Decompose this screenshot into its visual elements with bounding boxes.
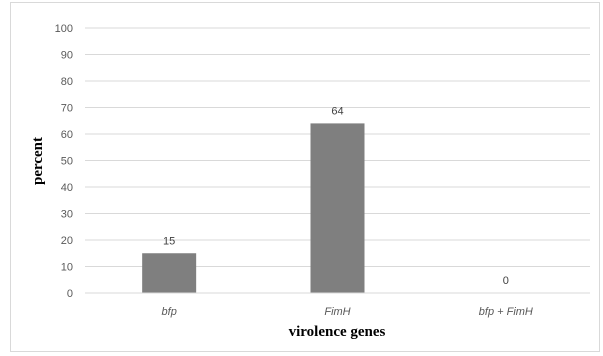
data-label: 64 [331, 105, 343, 117]
y-tick-label: 0 [67, 288, 73, 300]
bar [142, 253, 197, 293]
x-tick-label: FimH [324, 306, 350, 318]
chart-frame [10, 2, 600, 352]
x-axis-title: virolence genes [289, 324, 386, 340]
y-tick-label: 20 [61, 235, 73, 247]
data-labels: 15 64 0 [163, 105, 509, 287]
bar [310, 123, 365, 294]
data-label: 0 [503, 275, 509, 287]
y-axis-title: percent [30, 137, 46, 185]
x-tick-label: bfp [162, 306, 177, 318]
y-tick-labels: 0 10 20 30 40 50 60 70 80 90 100 [55, 23, 73, 300]
data-label: 15 [163, 235, 175, 247]
y-tick-label: 40 [61, 182, 73, 194]
y-tick-label: 50 [61, 156, 73, 168]
y-tick-label: 30 [61, 209, 73, 221]
y-tick-label: 90 [61, 50, 73, 62]
y-tick-label: 60 [61, 129, 73, 141]
y-tick-label: 100 [55, 23, 73, 35]
x-tick-labels: bfp FimH bfp + FimH [162, 306, 533, 318]
y-tick-label: 70 [61, 103, 73, 115]
x-tick-label: bfp + FimH [479, 306, 533, 318]
bars [142, 123, 365, 294]
y-tick-label: 80 [61, 76, 73, 88]
y-tick-label: 10 [61, 262, 73, 274]
